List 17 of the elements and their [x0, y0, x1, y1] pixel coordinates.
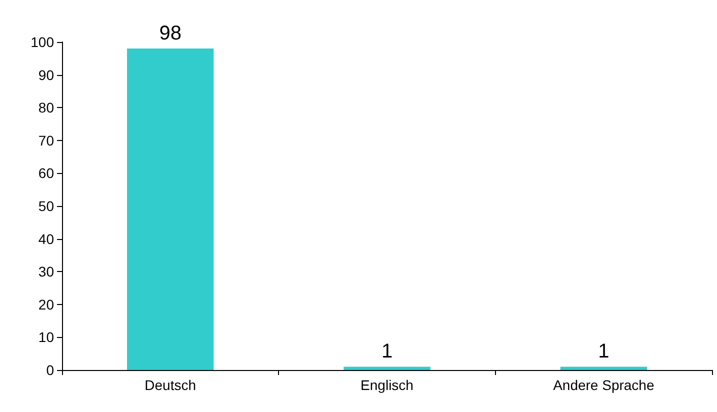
y-tick-label: 100 [30, 34, 54, 50]
data-label: 98 [159, 22, 182, 45]
x-tick-label: Englisch [360, 377, 414, 393]
x-tick-label: Andere Sprache [553, 377, 654, 393]
y-tick-label: 50 [38, 198, 54, 214]
y-tick-label: 20 [38, 296, 54, 312]
y-tick-label: 40 [38, 230, 54, 247]
y-tick-label: 70 [38, 132, 54, 148]
y-tick-label: 60 [38, 165, 54, 182]
data-label: 1 [598, 340, 610, 363]
y-tick-label: 30 [38, 264, 54, 280]
y-tick-label: 0 [46, 362, 54, 378]
y-tick-label: 10 [38, 329, 54, 346]
y-tick-label: 80 [38, 100, 54, 116]
data-label: 1 [381, 340, 393, 363]
x-tick-label: Deutsch [144, 377, 196, 393]
y-tick-label: 90 [38, 66, 54, 83]
